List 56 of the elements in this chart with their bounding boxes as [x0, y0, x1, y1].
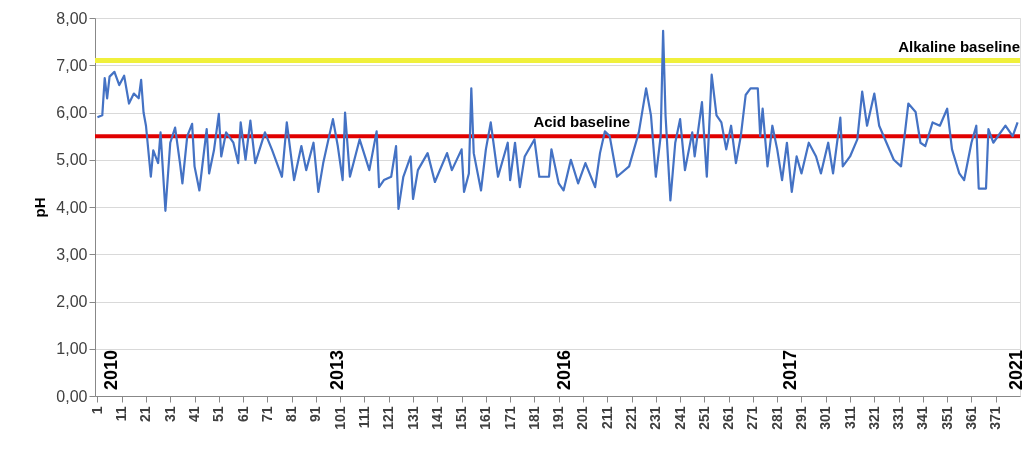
x-tick-label: 51	[210, 406, 227, 423]
y-tick-label: 3,00	[56, 245, 88, 263]
x-tick-label: 21	[137, 406, 154, 423]
x-tick-label: 221	[623, 406, 640, 430]
x-tick-label: 11	[113, 406, 130, 422]
x-tick-label: 91	[307, 406, 324, 423]
line-series	[96, 29, 1019, 212]
y-tick-label: 2,00	[56, 293, 88, 310]
annotation: 2010	[101, 349, 121, 390]
ref-line-label: Alkaline baseline	[898, 37, 1020, 55]
x-tick-label: 351	[938, 406, 955, 430]
x-tick-label: 261	[720, 406, 737, 430]
y-tick-label: 1,00	[56, 340, 88, 358]
x-tick-label: 281	[768, 406, 785, 430]
x-tick-label: 131	[404, 406, 421, 430]
y-tick-label: 4,00	[56, 198, 88, 216]
x-tick-label: 41	[186, 406, 203, 423]
x-tick-label: 141	[428, 406, 445, 430]
x-tick-label: 201	[574, 406, 591, 430]
x-tick-label: 271	[744, 406, 761, 430]
x-tick-label: 211	[598, 406, 615, 430]
x-tick-label: 341	[914, 406, 931, 430]
x-tick-label: 231	[647, 406, 664, 430]
annotation: 2016	[553, 349, 574, 390]
y-tick-label: 8,00	[56, 9, 88, 27]
x-tick-label: 161	[477, 406, 494, 430]
x-tick-label: 181	[525, 406, 542, 430]
ref-line-label: Acid baseline	[533, 113, 631, 131]
y-tick-label: 0,00	[56, 387, 88, 405]
x-tick-label: 81	[283, 406, 300, 423]
annotation: 2021	[1006, 349, 1026, 390]
x-tick-label: 291	[793, 406, 809, 430]
x-tick-label: 121	[380, 406, 397, 430]
annotation: 2017	[779, 349, 800, 390]
x-tick-label: 61	[234, 406, 251, 423]
x-tick-label: 361	[962, 406, 979, 430]
y-tick-label: 7,00	[56, 56, 88, 74]
x-tick-label: 171	[501, 406, 518, 430]
x-tick-label: 191	[550, 406, 567, 430]
x-tick-label: 111	[355, 406, 372, 429]
x-tick-label: 241	[671, 406, 688, 430]
x-tick-label: 331	[890, 406, 907, 430]
x-tick-label: 1	[88, 406, 105, 415]
y-axis-title: pH	[31, 197, 49, 218]
x-tick-label: 311	[841, 406, 858, 430]
y-tick-label: 5,00	[56, 151, 88, 169]
x-tick-label: 371	[987, 406, 1004, 430]
annotation: 2013	[327, 349, 348, 390]
x-tick-label: 321	[865, 406, 882, 430]
x-tick-label: 251	[695, 406, 712, 430]
x-tick-label: 151	[453, 406, 470, 430]
x-tick-label: 101	[331, 406, 348, 430]
x-tick-label: 301	[817, 406, 834, 430]
x-tick-label: 31	[161, 406, 178, 423]
x-tick-label: 71	[258, 406, 275, 423]
y-tick-label: 6,00	[56, 104, 88, 121]
